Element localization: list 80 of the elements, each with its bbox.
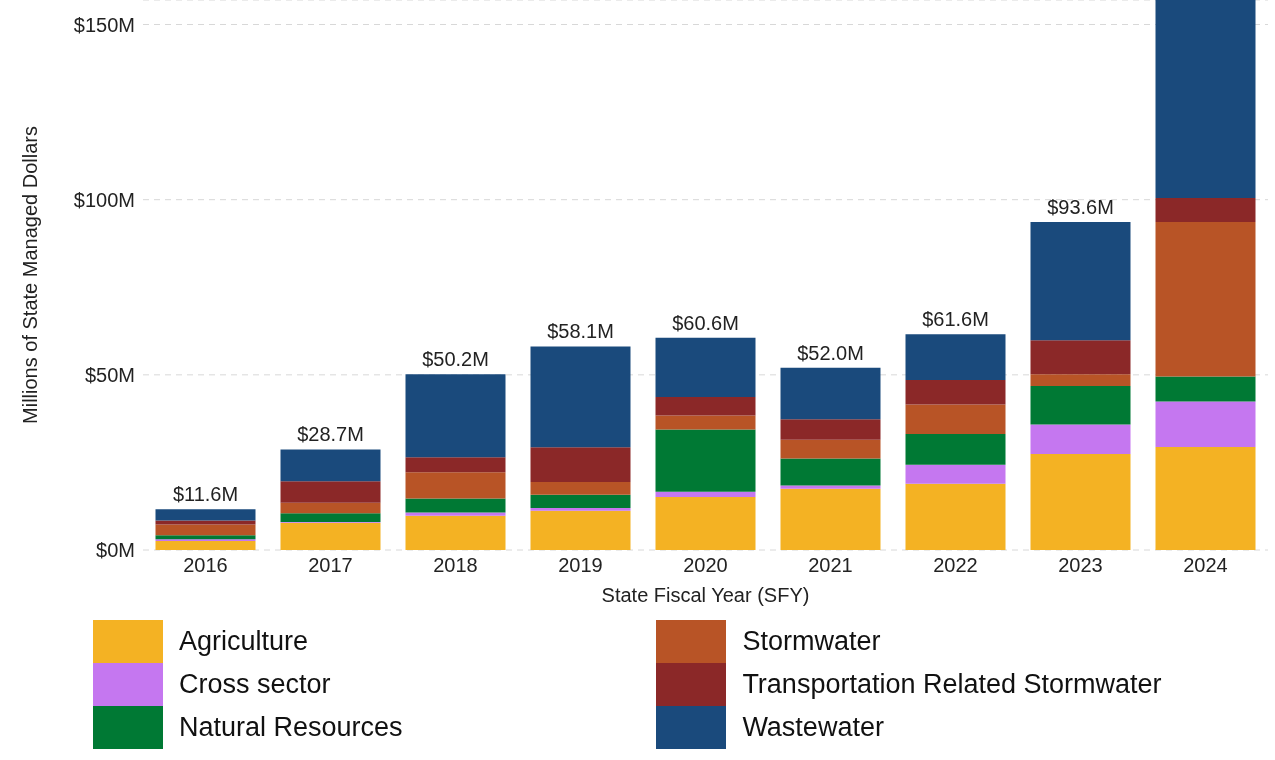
- bar: [155, 524, 256, 536]
- legend-label: Stormwater: [742, 626, 881, 657]
- legend-label: Agriculture: [179, 626, 309, 657]
- bar: [1030, 386, 1131, 425]
- bar: [905, 380, 1006, 405]
- bar: [905, 334, 1006, 381]
- x-tick-label: 2020: [683, 554, 728, 577]
- legend-label: Natural Resources: [179, 712, 403, 743]
- bar: [280, 522, 381, 550]
- bar: [1030, 454, 1131, 550]
- bar: [905, 404, 1006, 435]
- total-label: $11.6M: [172, 483, 239, 506]
- bar: [1155, 197, 1256, 223]
- total-label: $60.6M: [672, 311, 739, 334]
- bar: [780, 458, 881, 486]
- x-axis-title: State Fiscal Year (SFY): [601, 584, 810, 606]
- bar: [1155, 401, 1256, 448]
- total-label: $58.1M: [547, 320, 614, 343]
- bar: [1030, 222, 1131, 341]
- x-tick-label: 2024: [1183, 554, 1228, 577]
- y-tick-label: $100M: [73, 188, 135, 211]
- total-label: $52.0M: [797, 341, 864, 364]
- bar: [405, 472, 506, 499]
- bar: [1030, 424, 1131, 455]
- x-tick-label: 2021: [808, 554, 853, 577]
- bar: [655, 396, 756, 416]
- x-tick-label: 2022: [933, 554, 978, 577]
- total-label: $50.2M: [422, 348, 489, 371]
- x-tick-label: 2019: [558, 554, 603, 577]
- bar: [405, 512, 506, 516]
- bar: [405, 374, 506, 458]
- bar: [1155, 447, 1256, 550]
- bar: [655, 337, 756, 397]
- bar: [530, 494, 631, 508]
- legend-label: Wastewater: [742, 712, 884, 743]
- bar: [280, 449, 381, 482]
- bar: [905, 483, 1006, 550]
- bar: [155, 540, 256, 550]
- bar: [655, 415, 756, 430]
- bar: [280, 502, 381, 514]
- bar: [780, 367, 881, 420]
- bar: [405, 515, 506, 550]
- total-label: $61.6M: [922, 308, 989, 331]
- bar: [780, 419, 881, 440]
- legend-label: Cross sector: [179, 669, 331, 700]
- bar: [905, 464, 1006, 484]
- bar: [155, 535, 256, 540]
- y-tick-label: $50M: [84, 363, 135, 386]
- legend-label: Transportation Related Stormwater: [742, 669, 1162, 700]
- total-label: $93.6M: [1047, 196, 1114, 219]
- y-tick-label: $150M: [73, 13, 135, 36]
- y-tick-label: $0M: [96, 539, 135, 562]
- bar: [905, 434, 1006, 465]
- bar: [280, 481, 381, 503]
- bar: [530, 482, 631, 495]
- bar: [780, 488, 881, 550]
- x-tick-label: 2018: [433, 554, 478, 577]
- bar: [655, 491, 756, 498]
- bar: [280, 513, 381, 522]
- bar: [780, 485, 881, 489]
- bar: [530, 507, 631, 511]
- bar: [655, 497, 756, 550]
- bar: [530, 447, 631, 483]
- bar: [530, 346, 631, 448]
- bar: [405, 457, 506, 473]
- x-tick-label: 2017: [308, 554, 353, 577]
- bar: [405, 498, 506, 513]
- bar: [1155, 222, 1256, 377]
- bar: [1030, 374, 1131, 387]
- x-tick-label: 2016: [183, 554, 228, 577]
- x-tick-label: 2023: [1058, 554, 1103, 577]
- total-label: $28.7M: [297, 423, 364, 446]
- bar: [1030, 340, 1131, 375]
- bar: [780, 439, 881, 459]
- bar: [1155, 376, 1256, 402]
- bar: [1155, 0, 1256, 198]
- bar: [530, 510, 631, 550]
- y-axis-title: Millions of State Managed Dollars: [19, 126, 42, 424]
- bar: [655, 429, 756, 492]
- bar: [155, 509, 256, 521]
